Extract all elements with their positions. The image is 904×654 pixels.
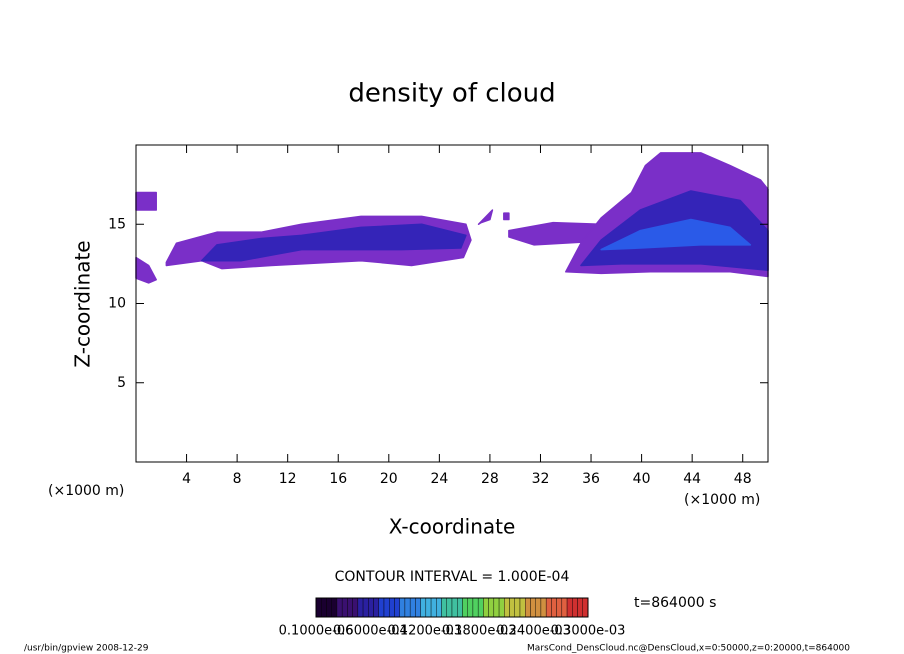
colorbar-stripe	[545, 597, 552, 618]
x-tick-label: 36	[582, 471, 600, 487]
colorbar-stripe	[425, 597, 432, 618]
x-tick-label: 40	[633, 471, 651, 487]
colorbar-stripe	[394, 597, 400, 618]
colorbar-stripe	[352, 597, 359, 618]
colorbar-stripe	[336, 597, 343, 618]
colorbar-stripe	[362, 597, 369, 618]
colorbar-stripe	[357, 597, 364, 618]
colorbar-label: 0.3000e-03	[551, 624, 626, 639]
colorbar-stripe	[488, 597, 495, 618]
colorbar-stripe	[582, 597, 589, 618]
colorbar-stripe	[540, 597, 547, 618]
colorbar-label: 0.1000e-06	[279, 624, 354, 639]
colorbar-stripe	[551, 597, 557, 618]
colorbar-stripe	[566, 597, 573, 618]
x-tick-label: 28	[481, 471, 499, 487]
cloud-region	[477, 209, 494, 225]
colorbar-stripe	[441, 597, 447, 618]
colorbar-stripe	[326, 597, 332, 618]
colorbar-label: 0.1800e-03	[442, 624, 517, 639]
x-tick-label: 48	[734, 471, 752, 487]
colorbar-stripe	[561, 597, 568, 618]
y-unit: (×1000 m)	[48, 483, 124, 499]
colorbar-label: 0.1200e-03	[387, 624, 462, 639]
x-tick-label: 20	[380, 471, 398, 487]
colorbar-stripe	[321, 597, 327, 618]
colorbar-stripe	[315, 597, 322, 618]
colorbar-stripe	[467, 597, 474, 618]
cloud-region	[600, 218, 752, 251]
colorbar-stripe	[347, 597, 353, 618]
cloud-region	[135, 191, 157, 211]
colorbar-stripe	[504, 597, 510, 618]
colorbar-label: 0.6000e-04	[333, 624, 408, 639]
x-tick-label: 12	[279, 471, 297, 487]
colorbar-stripe	[577, 597, 583, 618]
colorbar-stripe	[389, 597, 395, 618]
colorbar-stripe	[430, 597, 437, 618]
y-tick-label: 15	[108, 216, 126, 232]
colorbar-stripe	[436, 597, 442, 618]
x-unit: (×1000 m)	[684, 492, 760, 508]
colorbar-stripe	[525, 597, 531, 618]
colorbar-stripe	[462, 597, 468, 618]
colorbar-stripe	[341, 597, 348, 618]
colorbar-stripe	[535, 597, 542, 618]
colorbar-stripe	[457, 597, 463, 618]
x-tick-label: 16	[329, 471, 347, 487]
x-tick-label: 32	[532, 471, 550, 487]
colorbar-stripe	[368, 597, 374, 618]
cloud-region	[200, 223, 467, 262]
colorbar-stripe	[493, 597, 500, 618]
time-label: t=864000 s	[634, 595, 716, 611]
colorbar-stripe	[509, 597, 515, 618]
colorbar-stripe	[530, 597, 536, 618]
colorbar-stripe	[572, 597, 578, 618]
x-tick-label: 4	[182, 471, 191, 487]
contour-interval: CONTOUR INTERVAL = 1.000E-04	[335, 569, 570, 585]
footer-left: /usr/bin/gpview 2008-12-29	[24, 644, 149, 654]
x-tick-label: 44	[683, 471, 701, 487]
colorbar-stripe	[472, 597, 479, 618]
colorbar-stripe	[483, 597, 489, 618]
colorbar-label: 0.2400e-03	[496, 624, 571, 639]
x-tick-label: 8	[233, 471, 242, 487]
colorbar-stripe	[451, 597, 458, 618]
colorbar-stripe	[378, 597, 385, 618]
y-axis-label: Z-coordinate	[71, 240, 95, 367]
colorbar-stripe	[383, 597, 390, 618]
colorbar-stripe	[519, 597, 526, 618]
footer-right: MarsCond_DensCloud.nc@DensCloud,x=0:5000…	[527, 644, 850, 654]
colorbar-stripe	[399, 597, 406, 618]
colorbar-stripe	[331, 597, 338, 618]
colorbar-stripe	[477, 597, 484, 618]
x-tick-label: 24	[430, 471, 448, 487]
colorbar-stripe	[404, 597, 411, 618]
colorbar-stripe	[373, 597, 379, 618]
y-tick-label: 10	[108, 296, 126, 312]
colorbar-stripe	[498, 597, 505, 618]
cloud-region	[503, 212, 510, 221]
y-tick-label: 5	[117, 375, 126, 391]
cloud-region	[135, 256, 157, 284]
colorbar-stripe	[415, 597, 421, 618]
colorbar-stripe	[446, 597, 453, 618]
colorbar-stripe	[409, 597, 416, 618]
chart-title: density of cloud	[348, 79, 555, 109]
colorbar-stripe	[514, 597, 521, 618]
colorbar-stripe	[556, 597, 563, 618]
colorbar-frame	[315, 597, 589, 618]
colorbar-stripe	[420, 597, 427, 618]
x-axis-label: X-coordinate	[389, 515, 516, 539]
